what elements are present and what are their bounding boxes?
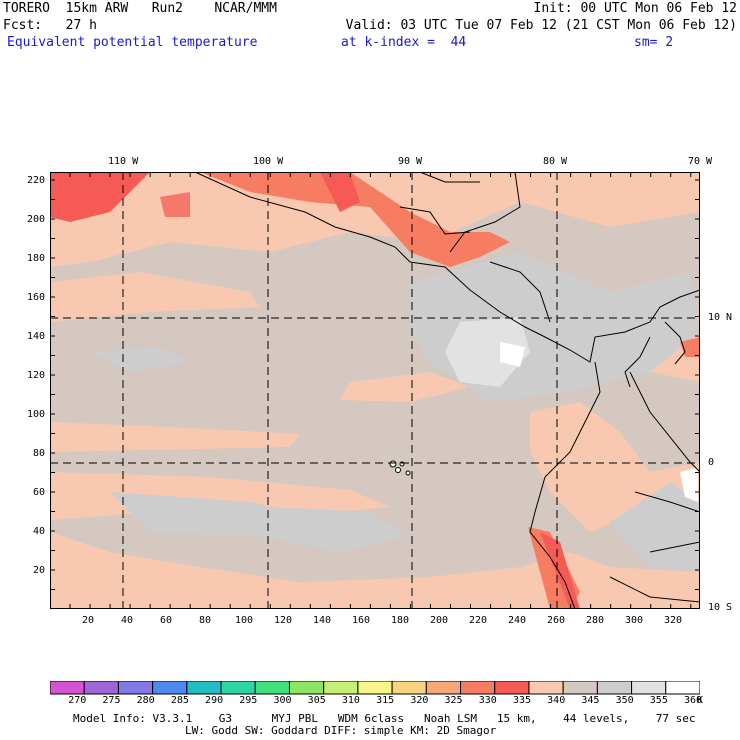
grid-x-label: 200: [430, 615, 449, 626]
colorbar-label: 300: [273, 695, 292, 706]
colorbar-swatch: [117, 681, 154, 695]
grid-x-label: 60: [160, 615, 173, 626]
colorbar-swatch: [186, 681, 222, 695]
lon-label-100w: 100 W: [253, 156, 284, 167]
coastlines: [194, 172, 700, 609]
colorbar-swatch: [391, 681, 427, 695]
lat-label-0: 0: [708, 457, 715, 468]
colorbar-label: 360: [684, 695, 703, 706]
grid-x-label: 320: [664, 615, 683, 626]
colorbar-label: 310: [341, 695, 360, 706]
colorbar-swatch: [83, 681, 119, 695]
grid-x-label: 160: [352, 615, 371, 626]
colorbar-label: 285: [170, 695, 189, 706]
graticule: [50, 172, 700, 609]
footer-model-info: Model Info: V3.3.1 G3 MYJ PBL WDM 6class…: [73, 712, 696, 725]
grid-x-label: 300: [625, 615, 644, 626]
colorbar-swatch: [528, 681, 564, 695]
grid-y-label: 160: [26, 292, 45, 303]
colorbar-label: 295: [239, 695, 258, 706]
colorbar-label: 315: [376, 695, 395, 706]
field-330k-regions: [50, 172, 700, 609]
lon-label-110w: 110 W: [108, 156, 139, 167]
grid-y-label: 60: [32, 487, 45, 498]
colorbar-label: 345: [581, 695, 600, 706]
colorbar-swatch: [323, 681, 359, 695]
grid-x-label: 140: [313, 615, 332, 626]
colorbar-label: 340: [547, 695, 566, 706]
grid-y-label: 180: [26, 253, 45, 264]
colorbar-swatch: [631, 681, 667, 695]
header-level: at k-index = 44: [341, 35, 467, 50]
grid-y-label: 20: [32, 565, 45, 576]
grid-x-label: 80: [199, 615, 212, 626]
colorbar-swatch: [357, 681, 393, 695]
grid-x-label: 260: [547, 615, 566, 626]
header-smoothing: sm= 2: [634, 35, 674, 50]
colorbar-swatch: [562, 681, 598, 695]
colorbar: [50, 681, 700, 695]
grid-y-label: 100: [26, 409, 45, 420]
lon-label-90w: 90 W: [398, 156, 423, 167]
colorbar-unit: K: [697, 695, 704, 706]
grid-y-label: 120: [26, 370, 45, 381]
grid-x-label: 220: [469, 615, 488, 626]
grid-x-label: 40: [121, 615, 134, 626]
grid-y-label: 200: [26, 214, 45, 225]
header-model-title: TORERO 15km ARW Run2 NCAR/MMM: [3, 1, 277, 16]
colorbar-label: 320: [410, 695, 429, 706]
colorbar-swatch: [152, 681, 188, 695]
colorbar-swatch: [596, 681, 633, 695]
colorbar-swatch: [460, 681, 496, 695]
grid-y-label: 220: [26, 175, 45, 186]
grid-x-label: 180: [391, 615, 410, 626]
colorbar-label: 305: [307, 695, 326, 706]
lat-label-10n: 10 N: [708, 312, 733, 323]
colorbar-label: 355: [649, 695, 668, 706]
grid-x-label: 280: [586, 615, 605, 626]
colorbar-swatch: [50, 681, 85, 695]
theta-e-map: [50, 172, 700, 609]
header-init-time: Init: 00 UTC Mon 06 Feb 12: [533, 1, 738, 16]
header-field-name: Equivalent potential temperature: [7, 35, 258, 50]
header-forecast-hour: Fcst: 27 h: [3, 18, 97, 33]
colorbar-swatch: [220, 681, 256, 695]
colorbar-swatch: [665, 681, 700, 695]
lon-label-80w: 80 W: [543, 156, 568, 167]
grid-x-label: 100: [235, 615, 254, 626]
colorbar-swatch: [254, 681, 290, 695]
colorbar-label: 335: [512, 695, 531, 706]
colorbar-label: 275: [102, 695, 121, 706]
grid-y-label: 140: [26, 331, 45, 342]
header-valid-time: Valid: 03 UTC Tue 07 Feb 12 (21 CST Mon …: [345, 18, 737, 33]
grid-y-label: 40: [32, 526, 45, 537]
colorbar-label: 330: [478, 695, 497, 706]
map-frame: [50, 172, 700, 609]
lon-label-70w: 70 W: [688, 156, 713, 167]
colorbar-swatch: [288, 681, 325, 695]
colorbar-label: 270: [68, 695, 87, 706]
field-355k-regions: [445, 317, 698, 502]
colorbar-swatch: [494, 681, 530, 695]
grid-x-label: 20: [82, 615, 95, 626]
colorbar-label: 290: [205, 695, 224, 706]
colorbar-label: 325: [444, 695, 463, 706]
lat-label-10s: 10 S: [708, 602, 733, 613]
footer-physics-info: LW: Godd SW: Goddard DIFF: simple KM: 2D…: [185, 724, 497, 737]
grid-x-label: 240: [508, 615, 527, 626]
colorbar-swatch: [425, 681, 462, 695]
grid-x-label: 120: [274, 615, 293, 626]
grid-y-label: 80: [32, 448, 45, 459]
colorbar-label: 280: [136, 695, 155, 706]
colorbar-label: 350: [615, 695, 634, 706]
